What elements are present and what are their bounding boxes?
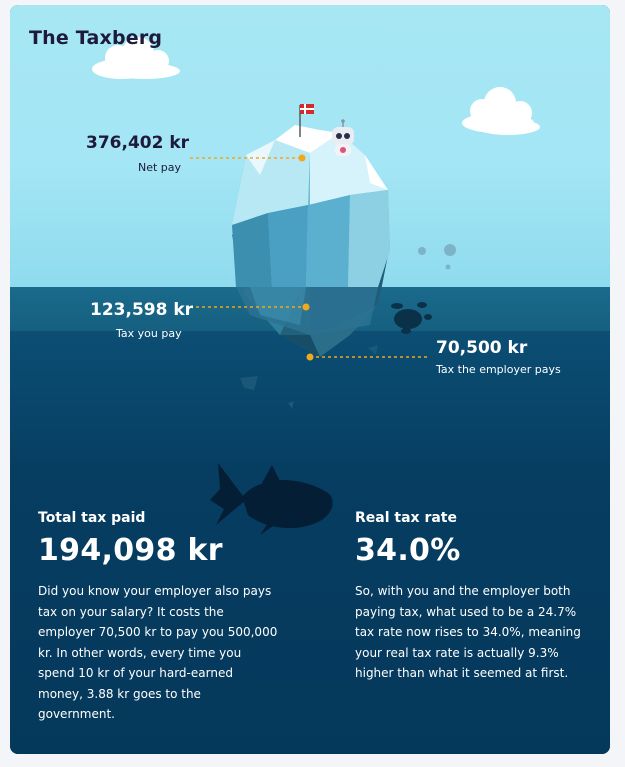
net-pay-label: Net pay — [138, 161, 182, 174]
iceberg-surface-band — [236, 287, 378, 335]
marker-lines — [190, 157, 428, 358]
tax-you-pay-label: Tax you pay — [116, 327, 182, 340]
page-title: The Taxberg — [29, 27, 163, 49]
total-tax-value: 194,098 kr — [38, 533, 223, 568]
deep-water — [10, 331, 610, 754]
cloud-icon — [92, 37, 180, 79]
ice-debris — [240, 345, 378, 409]
bubbles-decoration — [418, 244, 456, 270]
marker-dots — [298, 154, 314, 361]
employer-tax-value: 70,500 kr — [436, 338, 528, 358]
real-tax-rate-heading: Real tax rate — [355, 510, 457, 526]
shark-silhouette-icon — [210, 463, 333, 535]
real-tax-rate-value: 34.0% — [355, 533, 461, 568]
net-pay-value: 376,402 kr — [86, 133, 190, 153]
total-tax-heading: Total tax paid — [38, 510, 146, 526]
real-tax-rate-description: So, with you and the employer both payin… — [355, 584, 581, 680]
denmark-flag-icon — [299, 104, 314, 137]
employer-tax-label: Tax the employer pays — [436, 363, 561, 376]
total-tax-description: Did you know your employer also pays tax… — [38, 584, 278, 721]
robot-mascot-icon — [332, 119, 354, 156]
taxberg-illustration — [92, 37, 540, 535]
turtle-silhouette-icon — [391, 302, 432, 334]
iceberg-above-water — [232, 125, 390, 287]
taxberg-card: The Taxberg 376,402 kr Net pay 123,598 k… — [10, 5, 610, 754]
cloud-icon — [462, 87, 540, 135]
tax-you-pay-value: 123,598 kr — [90, 300, 194, 320]
